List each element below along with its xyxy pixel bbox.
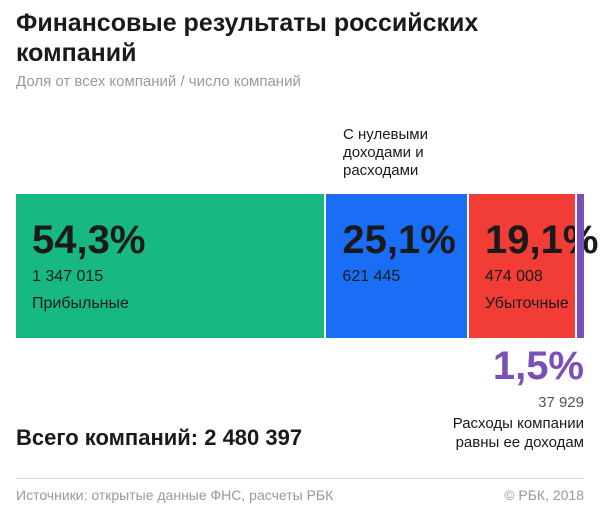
count-label-profitable: 1 347 015 <box>32 268 104 285</box>
stacked-bar: 54,3% 1 347 015 Прибыльные 25,1% 621 445… <box>16 194 598 338</box>
bar-segment-zero: 25,1% 621 445 <box>324 194 467 338</box>
category-label-equal: Расходы компании равны ее доходам <box>452 415 584 451</box>
chart-title: Финансовые результаты российских компани… <box>16 9 479 67</box>
zero-income-annotation: С нулевыми доходами и расходами <box>343 126 428 179</box>
count-label-zero: 621 445 <box>342 268 401 285</box>
bar-segment-equal <box>575 194 584 338</box>
share-label-zero: 25,1% <box>342 218 456 262</box>
copyright-note: © РБК, 2018 <box>504 487 584 503</box>
source-note: Источники: открытые данные ФНС, расчеты … <box>16 487 334 503</box>
count-label-loss: 474 008 <box>484 268 543 285</box>
total-companies: Всего компаний: 2 480 397 <box>16 425 303 450</box>
chart-subtitle: Доля от всех компаний / число компаний <box>16 73 301 90</box>
bar-segment-profitable: 54,3% 1 347 015 Прибыльные <box>16 194 325 338</box>
count-label-equal: 37 929 <box>538 394 584 411</box>
bar-segment-loss: 19,1% 474 008 Убыточные <box>466 194 598 338</box>
category-label-loss: Убыточные <box>484 295 569 312</box>
footer-divider <box>16 478 584 479</box>
category-label-profitable: Прибыльные <box>32 295 129 312</box>
share-label-equal: 1,5% <box>492 344 584 388</box>
share-label-profitable: 54,3% <box>32 218 146 262</box>
